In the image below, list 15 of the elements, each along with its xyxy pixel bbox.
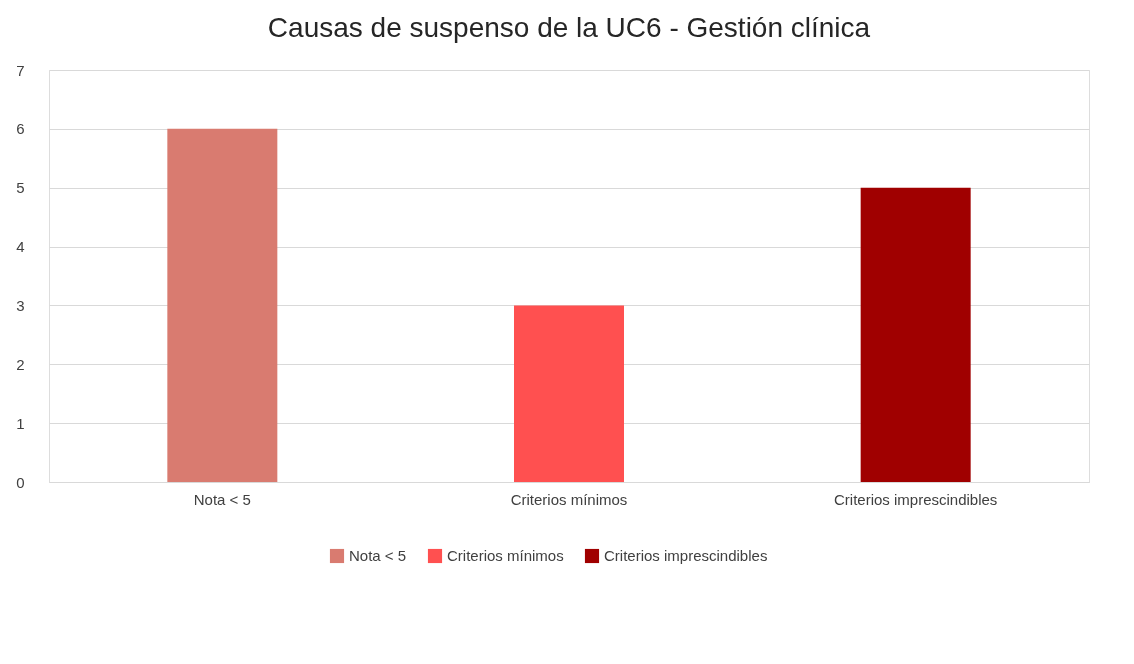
legend-label: Criterios imprescindibles xyxy=(604,547,768,564)
x-tick-label: Criterios imprescindibles xyxy=(833,490,998,508)
x-tick-label: Nota < 5 xyxy=(193,490,251,508)
legend-label: Criterios mínimos xyxy=(447,547,564,564)
y-tick-label: 6 xyxy=(16,120,25,138)
y-tick-label: 1 xyxy=(16,414,25,432)
y-tick-label: 3 xyxy=(16,296,25,314)
y-tick-label: 4 xyxy=(16,238,25,256)
y-tick-label: 2 xyxy=(16,355,25,373)
x-tick-label: Criterios mínimos xyxy=(510,490,628,508)
chart-title: Causas de suspenso de la UC6 - Gestión clínica xyxy=(267,12,871,43)
legend-label: Nota < 5 xyxy=(349,547,407,564)
y-tick-label: 5 xyxy=(16,179,25,197)
y-tick-label: 7 xyxy=(16,61,25,79)
y-tick-label: 0 xyxy=(16,473,25,491)
